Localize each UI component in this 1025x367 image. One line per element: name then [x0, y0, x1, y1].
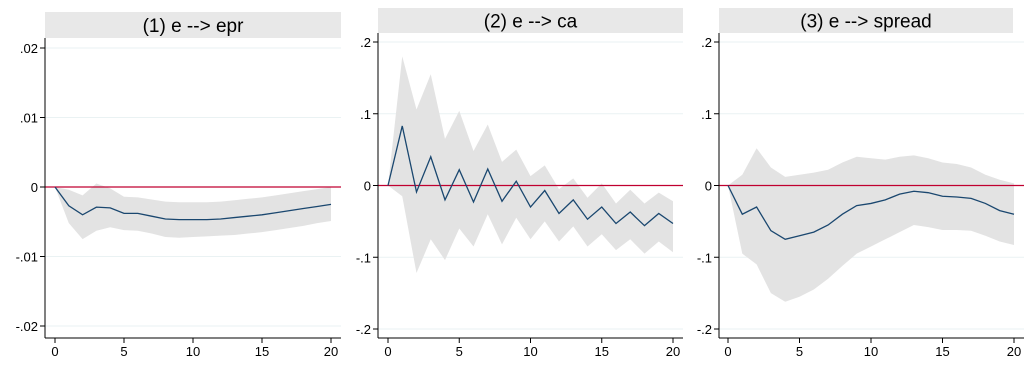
x-tick-label: 20	[1007, 344, 1021, 359]
irf-line	[727, 185, 1015, 241]
y-tick-label: .01	[20, 111, 38, 126]
panel-3: (3) e --> spread -.2 -.1 0 .1 .2 0 5 10 15 20	[697, 8, 1024, 359]
x-tick-label: 15	[595, 344, 609, 359]
x-tick-label: 10	[523, 344, 537, 359]
x-tick-label: 15	[255, 344, 269, 359]
y-tick-label: .1	[360, 107, 371, 122]
y-tick-label: -.2	[697, 322, 712, 337]
confidence-band	[55, 183, 331, 240]
y-tick-label: 0	[31, 180, 38, 195]
panel-title: (2) e --> ca	[484, 12, 578, 33]
y-tick-label: 0	[364, 179, 371, 194]
y-tick-label: -.02	[16, 319, 38, 334]
x-tick-label: 0	[384, 344, 391, 359]
x-tick-label: 0	[724, 344, 731, 359]
panel-title-bar	[719, 8, 1013, 33]
x-tick-label: 5	[120, 344, 127, 359]
x-tick-label: 20	[324, 344, 338, 359]
panel-2: (2) e --> ca -.2 -.1 0 .1 .2 0 5 10 15 20	[356, 8, 683, 359]
panel-title: (3) e --> spread	[800, 12, 931, 33]
confidence-band	[728, 148, 1014, 302]
confidence-band	[388, 56, 673, 274]
x-tick-label: 10	[864, 344, 878, 359]
panel-title: (1) e --> epr	[143, 16, 245, 37]
y-tick-label: -.1	[356, 250, 371, 265]
x-tick-label: 20	[666, 344, 680, 359]
panel-1: (1) e --> epr -.02 -.01 0 .01 .02 0 5 10 15 20	[16, 12, 341, 359]
x-tick-label: 5	[456, 344, 463, 359]
y-tick-label: .2	[701, 35, 712, 50]
x-tick-label: 0	[51, 344, 58, 359]
y-tick-label: .2	[360, 35, 371, 50]
y-tick-label: 0	[705, 179, 712, 194]
y-tick-label: -.2	[356, 322, 371, 337]
panel-title-bar	[45, 12, 341, 38]
irf-line	[387, 125, 674, 227]
y-tick-label: .02	[20, 41, 38, 56]
x-tick-label: 5	[796, 344, 803, 359]
x-tick-label: 15	[935, 344, 949, 359]
panel-title-bar	[378, 8, 683, 33]
y-tick-label: -.01	[16, 250, 38, 265]
y-tick-label: .1	[701, 107, 712, 122]
y-tick-label: -.1	[697, 250, 712, 265]
irf-line	[54, 186, 332, 221]
x-tick-label: 10	[186, 344, 200, 359]
